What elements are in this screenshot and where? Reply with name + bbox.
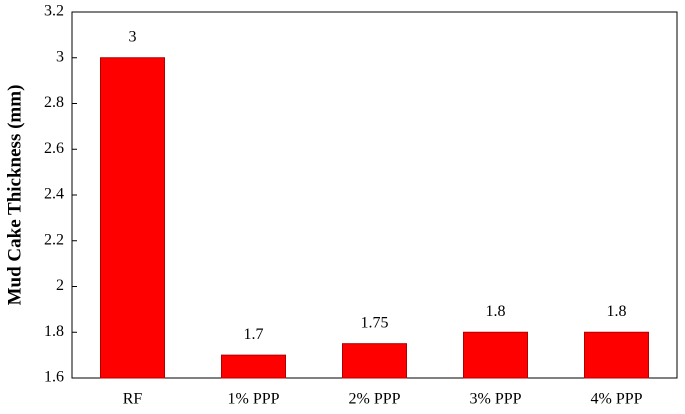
y-tick-label: 2.8 — [44, 94, 64, 111]
x-tick-label: 2% PPP — [348, 391, 400, 408]
y-tick-label: 1.6 — [44, 369, 64, 386]
x-tick-label: RF — [123, 391, 143, 408]
value-label: 1.75 — [361, 314, 389, 331]
value-label: 1.8 — [486, 303, 506, 320]
y-axis-title: Mud Cake Thickness (mm) — [4, 85, 25, 306]
value-label: 1.7 — [244, 326, 264, 343]
x-tick-label: 4% PPP — [590, 391, 642, 408]
bar — [342, 343, 407, 379]
y-tick-label: 2.2 — [44, 231, 64, 248]
bar — [584, 331, 649, 379]
value-label: 1.8 — [607, 303, 627, 320]
bar — [463, 331, 528, 379]
bar — [100, 57, 165, 379]
y-tick-label: 2 — [56, 277, 64, 294]
y-tick-label: 3 — [56, 48, 64, 65]
y-tick-label: 1.8 — [44, 323, 64, 340]
x-tick-label: 1% PPP — [227, 391, 279, 408]
bar — [221, 354, 286, 379]
y-tick-label: 2.4 — [44, 186, 64, 203]
y-tick-label: 3.2 — [44, 3, 64, 20]
x-tick-label: 3% PPP — [469, 391, 521, 408]
value-label: 3 — [129, 28, 137, 45]
y-tick-label: 2.6 — [44, 140, 64, 157]
